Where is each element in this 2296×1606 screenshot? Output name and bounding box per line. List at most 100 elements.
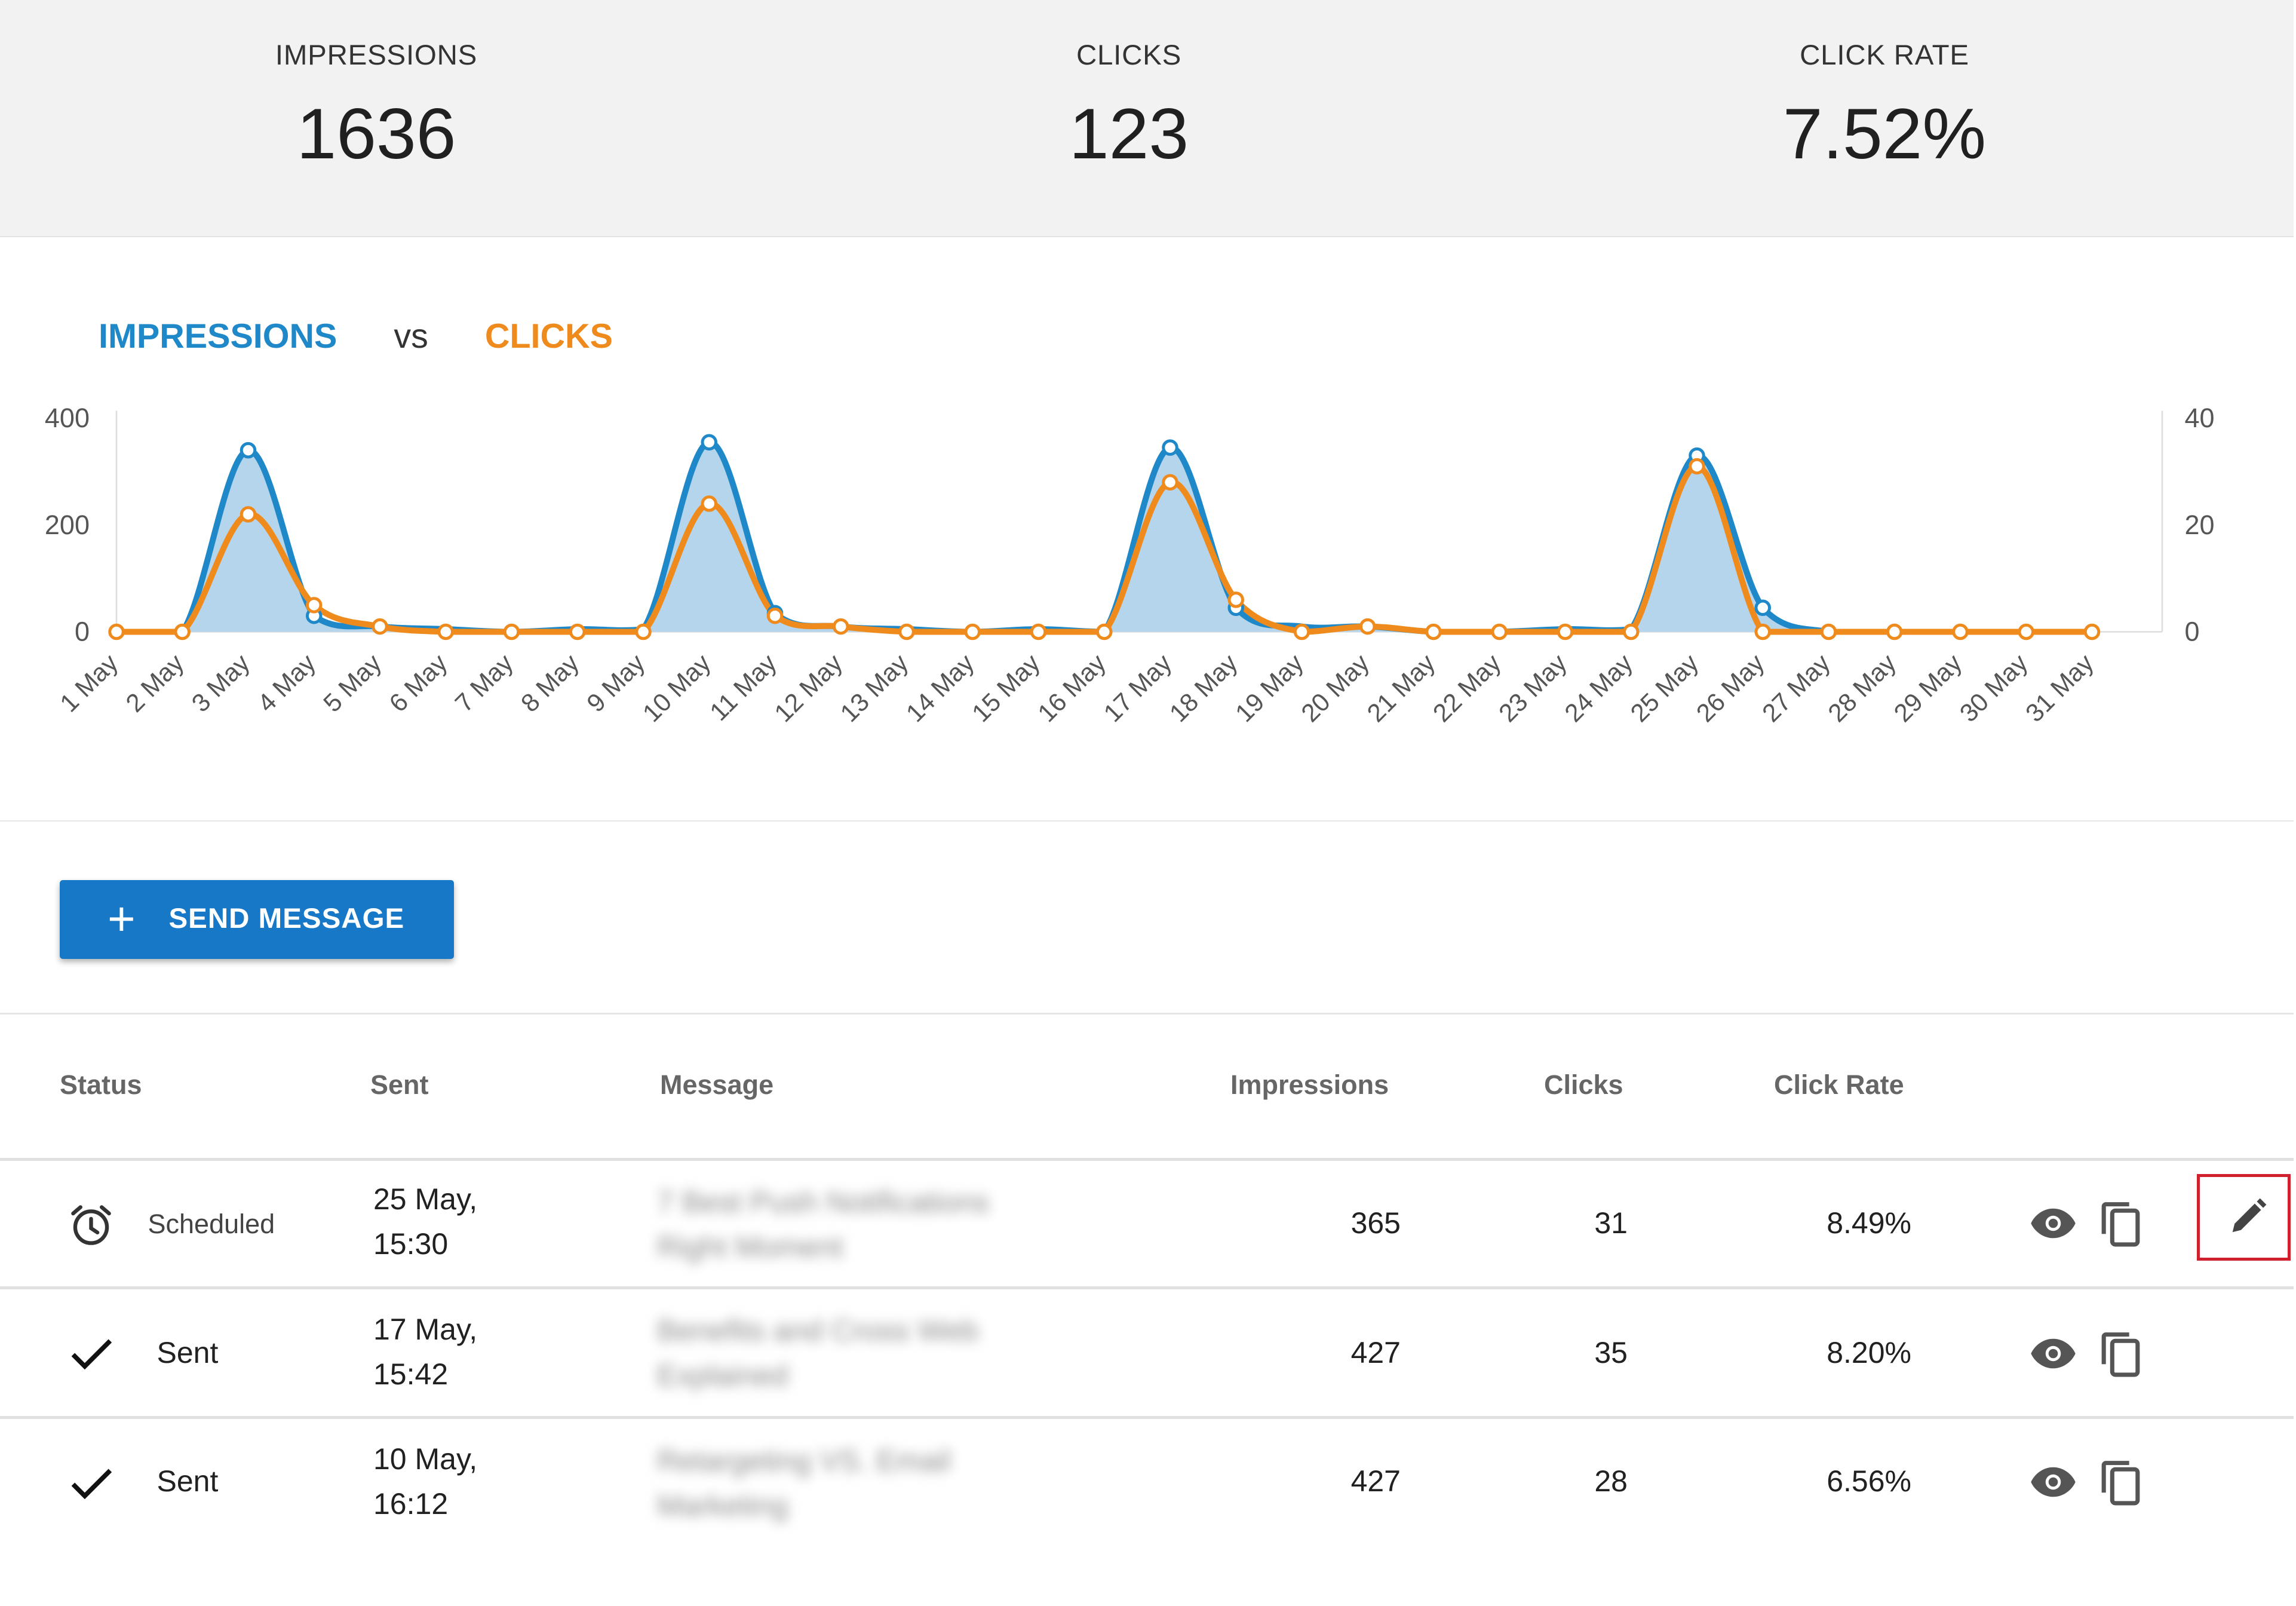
copy-icon[interactable] [2095, 1328, 2146, 1379]
message-preview-blurred[interactable]: Benefits and Cross Web Explained [657, 1308, 978, 1398]
sent-date-cell: 25 May, 15:30 [373, 1177, 477, 1267]
x-tick-label: 24 May [1560, 649, 1638, 728]
message-preview-blurred[interactable]: 7 Best Push Notifications Right Moment [657, 1180, 989, 1270]
x-tick-label: 1 May [55, 649, 124, 718]
x-tick-label: 21 May [1362, 649, 1441, 728]
clicks-point [2018, 623, 2035, 640]
clicks-point [372, 618, 388, 635]
impressions-stat-label: IMPRESSIONS [275, 39, 478, 71]
sent-time: 15:30 [373, 1227, 449, 1261]
clicks-line [116, 463, 2092, 635]
clicks-point [832, 618, 849, 635]
click-rate-stat-label: CLICK RATE [1800, 39, 1969, 71]
checkmark-icon [71, 1338, 112, 1369]
status-label: Sent [156, 1464, 219, 1498]
sent-date: 25 May, [373, 1182, 478, 1216]
legend-clicks: CLICKS [484, 317, 613, 355]
x-tick-label: 2 May [121, 649, 190, 718]
x-tick-label: 27 May [1757, 649, 1836, 728]
x-tick-label: 29 May [1889, 649, 1967, 728]
x-tick-label: 5 May [318, 649, 388, 718]
impressions-stat-value: 1636 [296, 94, 456, 174]
clicks-point [1623, 623, 1640, 640]
send-message-button[interactable]: + SEND MESSAGE [60, 879, 454, 959]
y-right-tick-label: 20 [2185, 510, 2215, 540]
column-header-click-rate[interactable]: Click Rate [1774, 1069, 1904, 1100]
x-tick-label: 17 May [1098, 649, 1177, 728]
edit-highlight-box [2196, 1174, 2291, 1261]
x-tick-label: 12 May [769, 649, 848, 728]
message-line-1: Benefits and Cross Web [657, 1314, 979, 1347]
clicks-point [1689, 458, 1705, 475]
x-tick-label: 13 May [835, 649, 914, 728]
copy-icon[interactable] [2095, 1198, 2146, 1249]
message-line-1: Retargeting VS. Email [657, 1443, 951, 1478]
x-tick-label: 26 May [1692, 649, 1770, 728]
column-header-sent[interactable]: Sent [370, 1069, 429, 1100]
eye-icon[interactable] [2028, 1328, 2079, 1379]
sent-date: 10 May, [373, 1442, 478, 1476]
impressions-point [701, 434, 717, 450]
clicks-point [1557, 623, 1574, 640]
column-header-status[interactable]: Status [60, 1069, 142, 1100]
status-label: Scheduled [148, 1208, 275, 1239]
clicks-point [635, 623, 652, 640]
clicks-point [1162, 474, 1178, 491]
x-tick-label: 10 May [638, 649, 717, 728]
column-header-clicks[interactable]: Clicks [1544, 1069, 1623, 1100]
clicks-point [964, 623, 981, 640]
clicks-point [1096, 623, 1113, 640]
eye-icon[interactable] [2028, 1198, 2079, 1249]
impressions-line [116, 439, 2092, 635]
edit-pencil-icon[interactable] [2222, 1192, 2273, 1243]
click-rate-cell: 8.20% [1827, 1336, 1911, 1369]
click-rate-cell: 6.56% [1827, 1464, 1911, 1498]
message-preview-blurred[interactable]: Retargeting VS. Email Marketing [657, 1439, 951, 1528]
y-right-tick-label: 0 [2185, 617, 2200, 647]
clicks-point [503, 623, 520, 640]
x-tick-label: 28 May [1823, 649, 1902, 728]
column-header-message[interactable]: Message [660, 1069, 774, 1100]
impressions-cell: 427 [1350, 1336, 1401, 1369]
message-line-2: Explained [657, 1359, 788, 1392]
x-tick-label: 16 May [1033, 649, 1112, 728]
clicks-stat-value: 123 [1069, 94, 1189, 174]
plus-icon: + [108, 891, 136, 945]
message-line-2: Marketing [657, 1488, 788, 1522]
clicks-point [1491, 623, 1508, 640]
sent-date-cell: 10 May, 16:12 [373, 1437, 477, 1527]
clicks-cell: 31 [1594, 1206, 1628, 1240]
eye-icon[interactable] [2028, 1457, 2079, 1507]
click-rate-cell: 8.49% [1827, 1206, 1911, 1240]
clicks-point [306, 597, 323, 614]
clicks-stat-label: CLICKS [1076, 39, 1182, 71]
copy-icon[interactable] [2095, 1457, 2146, 1507]
sent-time: 15:42 [373, 1357, 449, 1391]
status-label: Sent [156, 1336, 219, 1369]
x-tick-label: 18 May [1165, 649, 1244, 728]
table-divider [0, 1286, 2294, 1289]
send-message-label: SEND MESSAGE [168, 903, 405, 934]
impressions-point [240, 442, 257, 459]
clicks-point [437, 623, 454, 640]
clicks-point [1293, 623, 1310, 640]
x-tick-label: 4 May [253, 649, 322, 718]
clicks-point [1227, 591, 1245, 608]
clicks-point [1359, 618, 1376, 635]
impressions-cell: 427 [1350, 1464, 1401, 1498]
stats-bar: IMPRESSIONS 1636 CLICKS 123 CLICK RATE 7… [0, 0, 2294, 237]
clicks-point [174, 623, 191, 640]
divider [0, 1013, 2294, 1015]
clicks-point [1754, 623, 1771, 640]
impressions-point [1754, 599, 1771, 617]
clicks-point [2083, 623, 2101, 640]
impressions-area [116, 442, 2092, 632]
clicks-point [240, 506, 257, 523]
column-header-impressions[interactable]: Impressions [1230, 1069, 1389, 1100]
table-divider [0, 1416, 2294, 1419]
clicks-point [569, 623, 586, 640]
x-tick-label: 22 May [1428, 649, 1507, 728]
impressions-point [1162, 439, 1178, 456]
